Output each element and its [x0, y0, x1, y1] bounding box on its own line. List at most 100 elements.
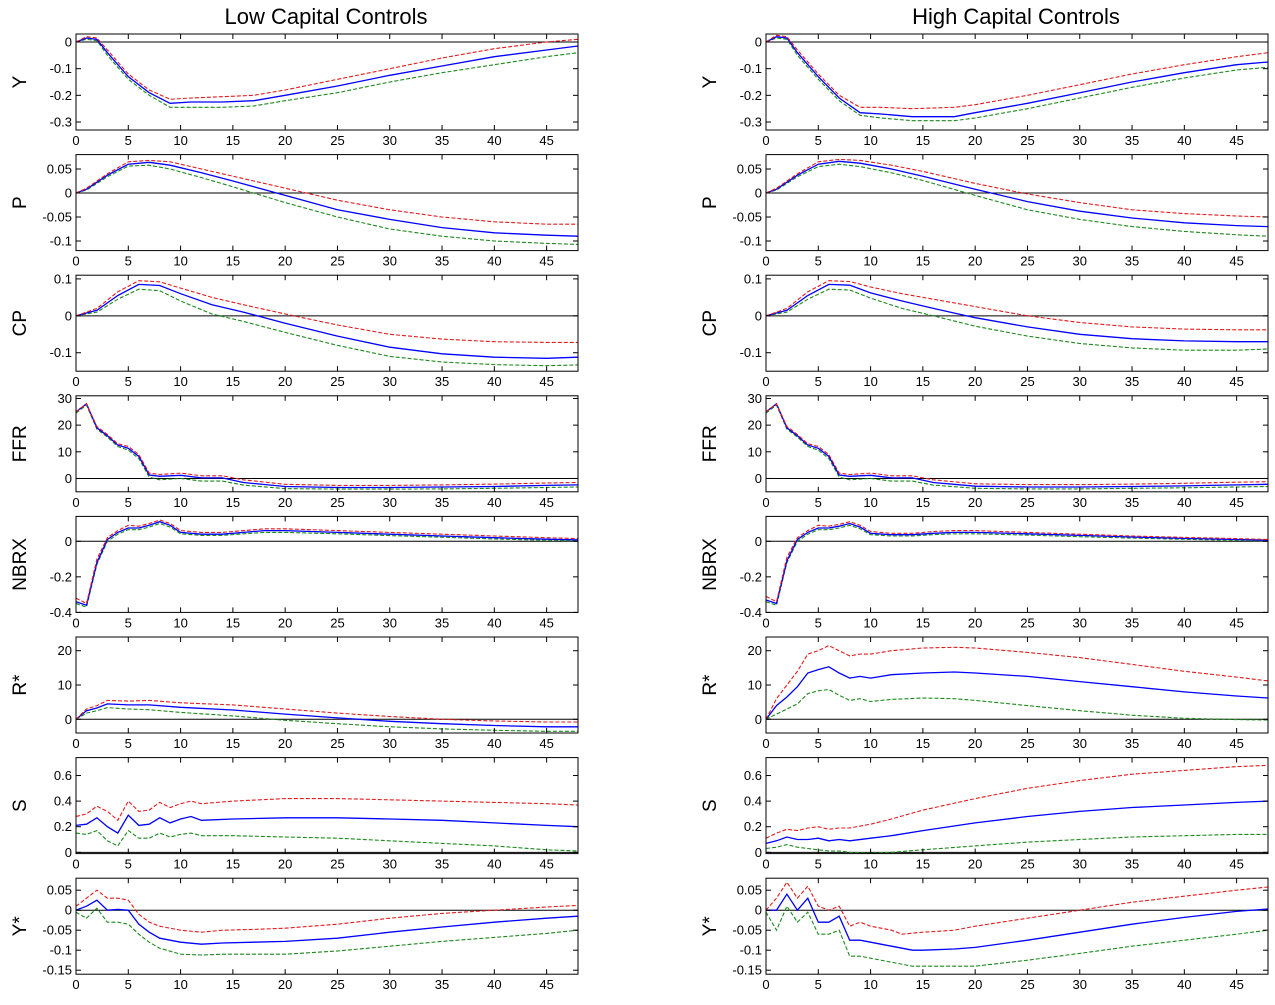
x-tick-label: 40: [1177, 495, 1191, 510]
series-upper-line: [76, 798, 578, 822]
y-tick-label: 0: [65, 471, 72, 486]
y-tick-label: 20: [748, 418, 762, 433]
x-tick-label: 0: [72, 977, 79, 992]
x-tick-label: 35: [435, 133, 449, 148]
y-axis-label: NBRX: [10, 538, 31, 591]
y-axis-label: Y: [10, 75, 31, 88]
x-tick-label: 40: [1177, 254, 1191, 269]
x-tick-label: 35: [435, 615, 449, 630]
y-tick-label: -0.2: [740, 88, 762, 103]
x-tick-label: 45: [1229, 977, 1243, 992]
x-tick-label: 35: [1125, 615, 1139, 630]
y-tick-label: -0.1: [50, 234, 72, 249]
y-tick-label: 0: [65, 712, 72, 727]
series-upper-line: [76, 402, 578, 486]
x-tick-label: 45: [539, 857, 553, 872]
x-tick-label: 45: [539, 495, 553, 510]
x-tick-label: 10: [173, 133, 187, 148]
x-tick-label: 40: [487, 495, 501, 510]
series-median-line: [766, 402, 1268, 488]
x-tick-label: 10: [173, 495, 187, 510]
plot-frame: [75, 274, 579, 372]
x-tick-label: 45: [1229, 254, 1243, 269]
series-lower-line: [766, 163, 1268, 237]
x-tick-label: 30: [1073, 615, 1087, 630]
y-tick-label: 0.05: [47, 883, 72, 898]
x-tick-label: 30: [383, 495, 397, 510]
y-tick-label: 20: [58, 418, 72, 433]
x-tick-label: 5: [815, 615, 822, 630]
plot-frame: [75, 395, 579, 493]
plot-frame: [765, 515, 1269, 613]
series-lower-line: [766, 688, 1268, 721]
y-tick-label: -0.2: [50, 88, 72, 103]
x-tick-label: 5: [125, 374, 132, 389]
x-tick-label: 45: [539, 133, 553, 148]
y-tick-label: 0: [755, 845, 762, 860]
y-tick-label: -0.1: [740, 61, 762, 76]
y-tick-label: -0.1: [50, 943, 72, 958]
x-tick-label: 5: [815, 977, 822, 992]
x-tick-label: 30: [1073, 736, 1087, 751]
plot-frame: [765, 274, 1269, 372]
x-tick-label: 30: [1073, 254, 1087, 269]
x-tick-label: 25: [1020, 615, 1034, 630]
y-tick-label: 0: [65, 845, 72, 860]
series-upper-line: [766, 158, 1268, 218]
y-axis-label: FFR: [700, 425, 721, 462]
series-median-line: [766, 522, 1268, 605]
x-tick-label: 0: [72, 857, 79, 872]
x-tick-label: 20: [278, 254, 292, 269]
series-upper-line: [76, 36, 578, 100]
series-lower-line: [76, 707, 578, 732]
series-median-line: [76, 161, 578, 237]
y-tick-label: 0: [755, 35, 762, 50]
series-median-line: [76, 283, 578, 359]
x-tick-label: 15: [916, 977, 930, 992]
series-upper-line: [766, 280, 1268, 331]
series-median-line: [76, 703, 578, 728]
y-tick-label: 20: [58, 643, 72, 658]
x-tick-label: 15: [916, 374, 930, 389]
x-tick-label: 35: [435, 857, 449, 872]
series-upper-line: [766, 34, 1268, 110]
y-tick-label: 0.05: [737, 883, 762, 898]
panel-rstar-high: 0 5 10 15 20 25 30 35 40 45 20 10 0 R*: [700, 636, 1269, 751]
x-tick-label: 25: [330, 254, 344, 269]
x-tick-label: 40: [1177, 736, 1191, 751]
x-tick-label: 25: [1020, 736, 1034, 751]
y-axis-label: R*: [700, 674, 721, 696]
x-tick-label: 30: [1073, 857, 1087, 872]
series-median-line: [766, 666, 1268, 720]
x-tick-label: 0: [762, 495, 769, 510]
x-tick-label: 35: [1125, 857, 1139, 872]
y-tick-label: 0.6: [54, 768, 72, 783]
x-tick-label: 5: [125, 133, 132, 148]
y-tick-label: 0: [755, 903, 762, 918]
plot-frame: [75, 154, 579, 252]
x-tick-label: 35: [435, 374, 449, 389]
x-tick-label: 25: [1020, 374, 1034, 389]
x-tick-label: 15: [226, 977, 240, 992]
x-tick-label: 10: [863, 977, 877, 992]
x-tick-label: 35: [435, 977, 449, 992]
series-upper-line: [766, 521, 1268, 603]
x-tick-label: 25: [330, 977, 344, 992]
series-upper-line: [76, 699, 578, 723]
x-tick-label: 5: [125, 857, 132, 872]
y-axis-label: S: [10, 799, 31, 812]
x-tick-label: 30: [383, 736, 397, 751]
left-column-title: Low Capital Controls: [224, 4, 428, 29]
y-tick-label: -0.15: [732, 963, 762, 978]
x-tick-label: 25: [1020, 133, 1034, 148]
x-tick-label: 10: [863, 254, 877, 269]
x-tick-label: 25: [1020, 857, 1034, 872]
x-tick-label: 10: [863, 857, 877, 872]
series-upper-line: [76, 519, 578, 605]
series-median-line: [76, 814, 578, 835]
series-lower-line: [76, 404, 578, 490]
x-tick-label: 30: [1073, 374, 1087, 389]
x-tick-label: 10: [173, 736, 187, 751]
y-tick-label: 0: [755, 712, 762, 727]
x-tick-label: 10: [173, 857, 187, 872]
